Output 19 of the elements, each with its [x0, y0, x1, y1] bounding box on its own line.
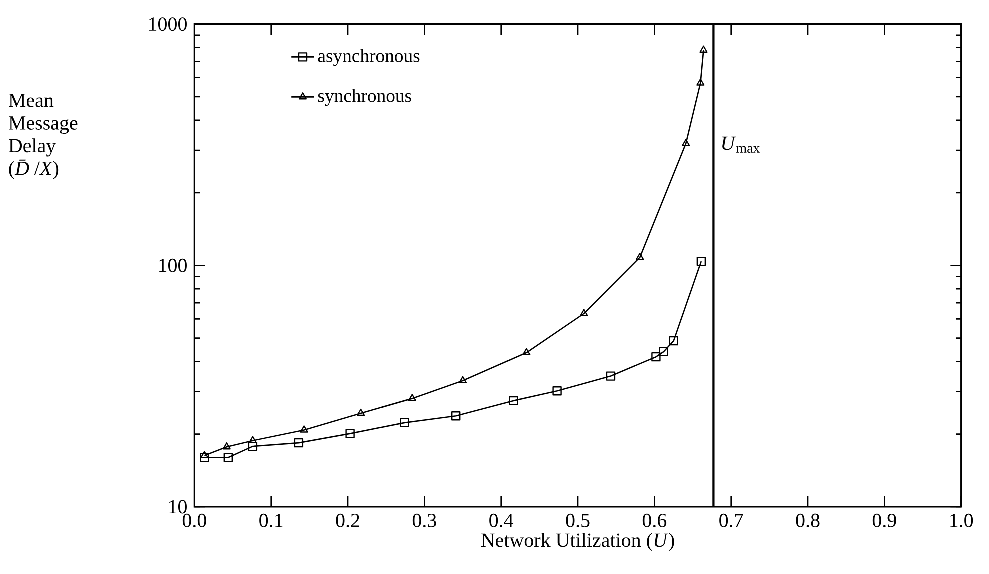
x-tick-label: 0.3	[412, 514, 436, 528]
x-tick-label: 0.5	[566, 514, 590, 528]
x-tick-label: 0.9	[872, 514, 896, 528]
x-tick-label: 0.4	[490, 514, 514, 528]
x-tick-label: 0.7	[720, 514, 744, 528]
y-tick-label: 1000	[150, 18, 187, 32]
x-tick-label: 1.0	[950, 514, 974, 528]
y-tick-label: 10	[170, 500, 187, 514]
legend-label: synchronous	[318, 89, 412, 106]
y-axis-title: Mean Message Delay (D̄/X)	[8, 94, 78, 180]
x-tick-label: 0.1	[260, 514, 283, 528]
y-tick-label: 100	[160, 258, 187, 272]
x-tick-label: 0.6	[642, 514, 667, 528]
legend-label: asynchronous	[318, 49, 420, 66]
x-tick-label: 0.0	[182, 514, 206, 528]
x-tick-label: 0.8	[796, 514, 820, 528]
x-axis-title: Network Utilization (U)	[481, 533, 674, 552]
x-tick-label: 0.2	[336, 514, 360, 528]
ref-line-label: U$_{max}$	[722, 136, 760, 154]
